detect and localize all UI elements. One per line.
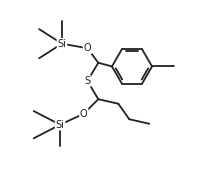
Text: Si: Si (58, 39, 66, 49)
Text: Si: Si (56, 120, 65, 130)
Text: O: O (83, 43, 91, 53)
Text: O: O (80, 109, 88, 119)
Text: S: S (84, 76, 91, 86)
